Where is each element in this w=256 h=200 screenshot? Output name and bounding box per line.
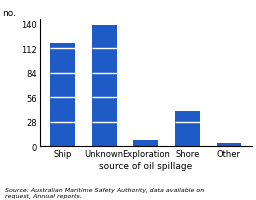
X-axis label: source of oil spillage: source of oil spillage xyxy=(99,161,193,170)
Bar xyxy=(92,26,117,146)
Bar xyxy=(133,140,158,146)
Bar xyxy=(217,143,241,146)
Text: Source: Australian Maritime Safety Authority, data available on
request, Annual : Source: Australian Maritime Safety Autho… xyxy=(5,187,204,198)
Bar xyxy=(50,44,75,146)
Bar xyxy=(175,112,200,146)
Text: no.: no. xyxy=(2,9,16,18)
